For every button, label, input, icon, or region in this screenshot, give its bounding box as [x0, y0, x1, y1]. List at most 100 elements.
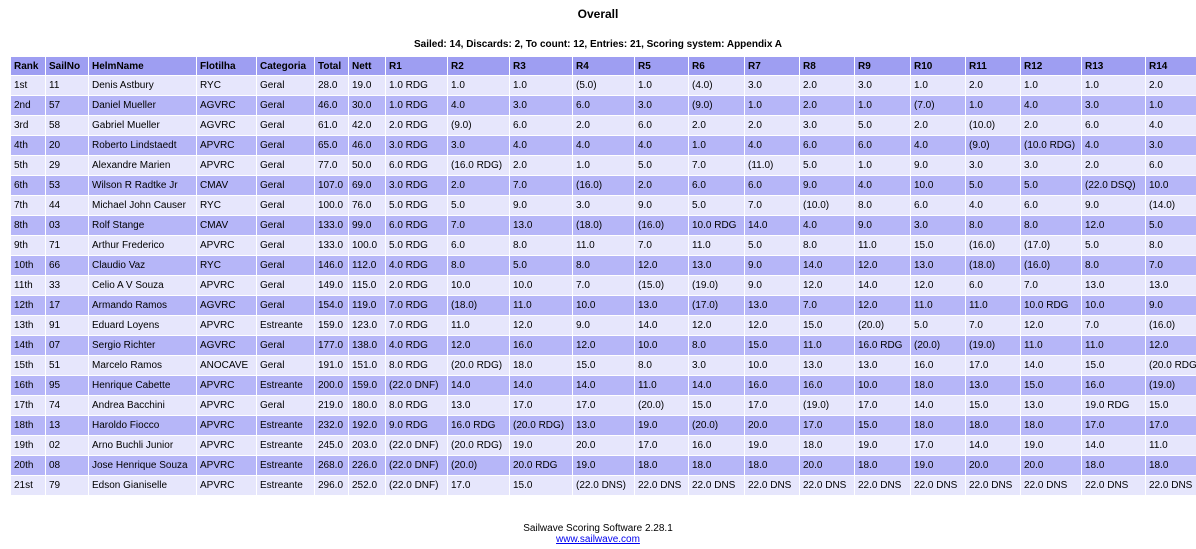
table-cell: 12.0	[1082, 216, 1145, 235]
table-cell: (20.0 RDG)	[1146, 356, 1196, 375]
result-row: 21st 79 Edson Gianiselle APVRC Estreante 296.…	[11, 476, 1196, 495]
table-cell: Geral	[257, 196, 314, 215]
table-cell: 12.0	[1021, 316, 1081, 335]
series-summary: Sailed: 14, Discards: 2, To count: 12, E…	[413, 39, 783, 50]
table-cell: APVRC	[197, 236, 256, 255]
table-cell: 9th	[11, 236, 45, 255]
table-cell: (5.0)	[573, 76, 634, 95]
table-cell: (16.0 RDG)	[448, 156, 509, 175]
result-row: 2nd 57 Daniel Mueller AGVRC Geral 46.0 30.0 1.0…	[11, 96, 1196, 115]
table-cell: 17.0	[966, 356, 1020, 375]
result-row: 5th 29 Alexandre Marien APVRC Geral 77.0 50.0 6…	[11, 156, 1196, 175]
table-cell: 15.0	[800, 316, 854, 335]
table-cell: 3.0	[573, 196, 634, 215]
result-row: 1st 11 Denis Astbury RYC Geral 28.0 19.0 1.0 RD…	[11, 76, 1196, 95]
table-cell: 6.0	[1021, 196, 1081, 215]
table-cell: 107.0	[315, 176, 348, 195]
table-cell: 4.0	[510, 136, 572, 155]
table-cell: 4.0 RDG	[386, 256, 447, 275]
table-cell: Geral	[257, 216, 314, 235]
table-cell: 22.0 DNS	[745, 476, 799, 495]
table-cell: 12.0	[573, 336, 634, 355]
table-cell: 28.0	[315, 76, 348, 95]
table-cell: 19.0	[510, 436, 572, 455]
table-cell: AGVRC	[197, 96, 256, 115]
column-header: Rank	[11, 57, 45, 75]
table-cell: 159.0	[315, 316, 348, 335]
table-cell: 22.0 DNS	[1082, 476, 1145, 495]
table-cell: 18.0	[966, 416, 1020, 435]
table-cell: 18.0	[800, 436, 854, 455]
table-cell: Michael John Causer	[89, 196, 196, 215]
table-cell: Claudio Vaz	[89, 256, 196, 275]
table-cell: 1.0	[510, 76, 572, 95]
table-cell: 76.0	[349, 196, 385, 215]
table-cell: (16.0)	[573, 176, 634, 195]
table-cell: APVRC	[197, 276, 256, 295]
table-cell: 12.0	[510, 316, 572, 335]
result-row: 6th 53 Wilson R Radtke Jr CMAV Geral 107.0 69.…	[11, 176, 1196, 195]
table-cell: 16.0	[510, 336, 572, 355]
table-cell: 18.0	[911, 376, 965, 395]
table-cell: 2.0	[1021, 116, 1081, 135]
table-cell: (17.0)	[1021, 236, 1081, 255]
table-cell: Geral	[257, 96, 314, 115]
table-cell: 232.0	[315, 416, 348, 435]
table-cell: 6.0	[635, 116, 688, 135]
table-cell: 18.0	[1082, 456, 1145, 475]
table-cell: 79	[46, 476, 88, 495]
table-cell: 02	[46, 436, 88, 455]
table-cell: 1st	[11, 76, 45, 95]
table-cell: 7.0	[1082, 316, 1145, 335]
table-cell: 4.0	[573, 136, 634, 155]
table-cell: 4.0	[1021, 96, 1081, 115]
table-cell: Denis Astbury	[89, 76, 196, 95]
table-cell: 1.0	[855, 156, 910, 175]
table-cell: 69.0	[349, 176, 385, 195]
table-cell: 17	[46, 296, 88, 315]
result-row: 20th 08 Jose Henrique Souza APVRC Estreante 2…	[11, 456, 1196, 475]
table-cell: Andrea Bacchini	[89, 396, 196, 415]
table-cell: 10.0	[911, 176, 965, 195]
table-cell: 3.0	[448, 136, 509, 155]
table-cell: 15.0	[510, 476, 572, 495]
table-cell: Geral	[257, 176, 314, 195]
table-cell: 2.0	[911, 116, 965, 135]
table-cell: 4.0	[635, 136, 688, 155]
table-cell: 15.0	[911, 236, 965, 255]
table-cell: 6.0	[855, 136, 910, 155]
column-header: R4	[573, 57, 634, 75]
table-cell: 22.0 DNS	[689, 476, 744, 495]
table-cell: 07	[46, 336, 88, 355]
table-cell: 4.0	[448, 96, 509, 115]
table-cell: 6.0	[745, 176, 799, 195]
table-cell: 4.0	[1146, 116, 1196, 135]
table-cell: 7.0 RDG	[386, 316, 447, 335]
table-cell: 6.0 RDG	[386, 216, 447, 235]
table-cell: 12.0	[745, 316, 799, 335]
table-cell: 22.0 DNS	[855, 476, 910, 495]
table-cell: Edson Gianiselle	[89, 476, 196, 495]
table-cell: 99.0	[349, 216, 385, 235]
table-cell: 20.0	[1021, 456, 1081, 475]
table-cell: 13.0	[911, 256, 965, 275]
table-cell: 5.0	[911, 316, 965, 335]
table-cell: 14.0	[510, 376, 572, 395]
table-cell: 15.0	[1082, 356, 1145, 375]
table-cell: 17.0	[800, 416, 854, 435]
result-row: 9th 71 Arthur Frederico APVRC Geral 133.0 100.…	[11, 236, 1196, 255]
table-cell: 119.0	[349, 296, 385, 315]
table-cell: 10.0	[635, 336, 688, 355]
table-cell: 9.0	[510, 196, 572, 215]
table-cell: Alexandre Marien	[89, 156, 196, 175]
table-cell: 8.0	[1146, 236, 1196, 255]
column-header: R14	[1146, 57, 1196, 75]
software-credit: Sailwave Scoring Software 2.28.1	[523, 523, 673, 534]
table-cell: 12.0	[635, 256, 688, 275]
website-link[interactable]: www.sailwave.com	[556, 534, 640, 545]
table-cell: (22.0 DNS)	[573, 476, 634, 495]
table-cell: 5.0 RDG	[386, 196, 447, 215]
table-cell: 22.0 DNS	[800, 476, 854, 495]
table-cell: 7.0	[800, 296, 854, 315]
table-cell: Estreante	[257, 476, 314, 495]
